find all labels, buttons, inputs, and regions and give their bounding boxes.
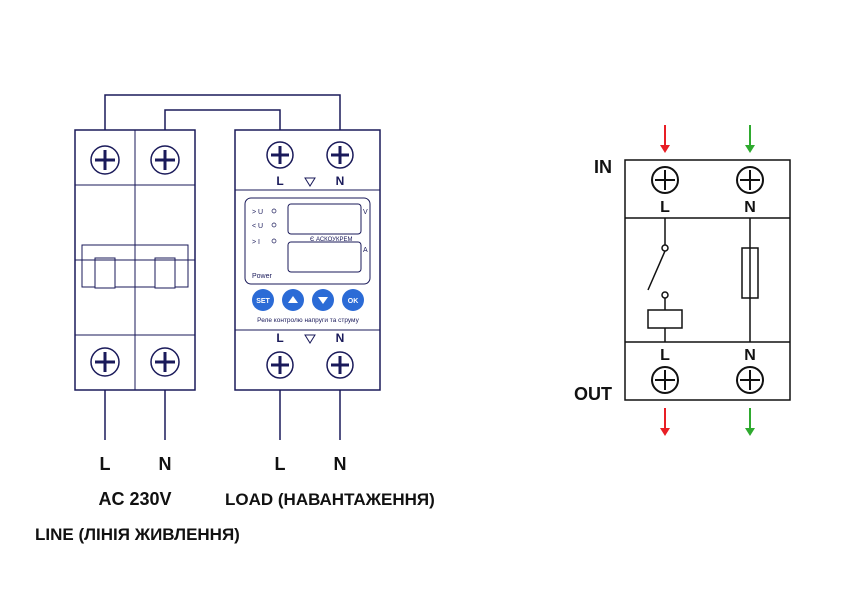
svg-text:OK: OK <box>348 298 359 305</box>
in-arrow-red <box>660 125 670 153</box>
breaker-l-label: L <box>100 454 111 474</box>
ac-label: AC 230V <box>98 489 171 509</box>
schematic-block: IN L N <box>574 125 790 436</box>
in-arrow-green <box>745 125 755 153</box>
relay-device: L N V A > U < U > I Power Є АСКОУКРЕМ SE… <box>235 130 380 390</box>
down-button[interactable] <box>312 289 334 311</box>
relay-bot-n: N <box>336 331 345 345</box>
schem-top-l: L <box>660 199 670 216</box>
schem-top-n: N <box>744 199 756 216</box>
breaker-n-label: N <box>159 454 172 474</box>
ok-button[interactable]: OK <box>342 289 364 311</box>
schem-bot-n: N <box>744 347 756 364</box>
load-label: LOAD (НАВАНТАЖЕННЯ) <box>225 490 435 509</box>
set-button[interactable]: SET <box>252 289 274 311</box>
brand-label: Є АСКОУКРЕМ <box>310 237 352 243</box>
top-wires <box>105 95 340 130</box>
line-label: LINE (ЛІНІЯ ЖИВЛЕННЯ) <box>35 525 240 544</box>
relay-out-l-label: L <box>275 454 286 474</box>
out-arrow-green <box>745 408 755 436</box>
in-label: IN <box>594 157 612 177</box>
out-arrow-red <box>660 408 670 436</box>
relay-desc: Реле контролю напруги та струму <box>257 317 359 324</box>
relay-bot-l: L <box>276 331 283 345</box>
relay-top-l: L <box>276 174 283 188</box>
ul-label: < U <box>252 223 263 230</box>
power-label: Power <box>252 273 273 280</box>
wiring-diagram: L N AC 230V LINE (ЛІНІЯ ЖИВЛЕННЯ) L N V … <box>0 0 864 600</box>
breaker-top-terminal-L <box>91 146 119 174</box>
breaker-top-terminal-N <box>151 146 179 174</box>
relay-top-n: N <box>336 174 345 188</box>
a-marker: A <box>363 247 368 254</box>
breaker-bottom-terminal-L <box>91 348 119 376</box>
v-marker: V <box>363 209 368 216</box>
breaker-bottom-terminal-N <box>151 348 179 376</box>
schem-bot-l: L <box>660 347 670 364</box>
uv-label: > U <box>252 209 263 216</box>
relay-out-n-label: N <box>334 454 347 474</box>
out-label: OUT <box>574 384 612 404</box>
up-button[interactable] <box>282 289 304 311</box>
svg-text:SET: SET <box>256 298 270 305</box>
ia-label: > I <box>252 239 260 246</box>
circuit-breaker <box>75 130 195 390</box>
